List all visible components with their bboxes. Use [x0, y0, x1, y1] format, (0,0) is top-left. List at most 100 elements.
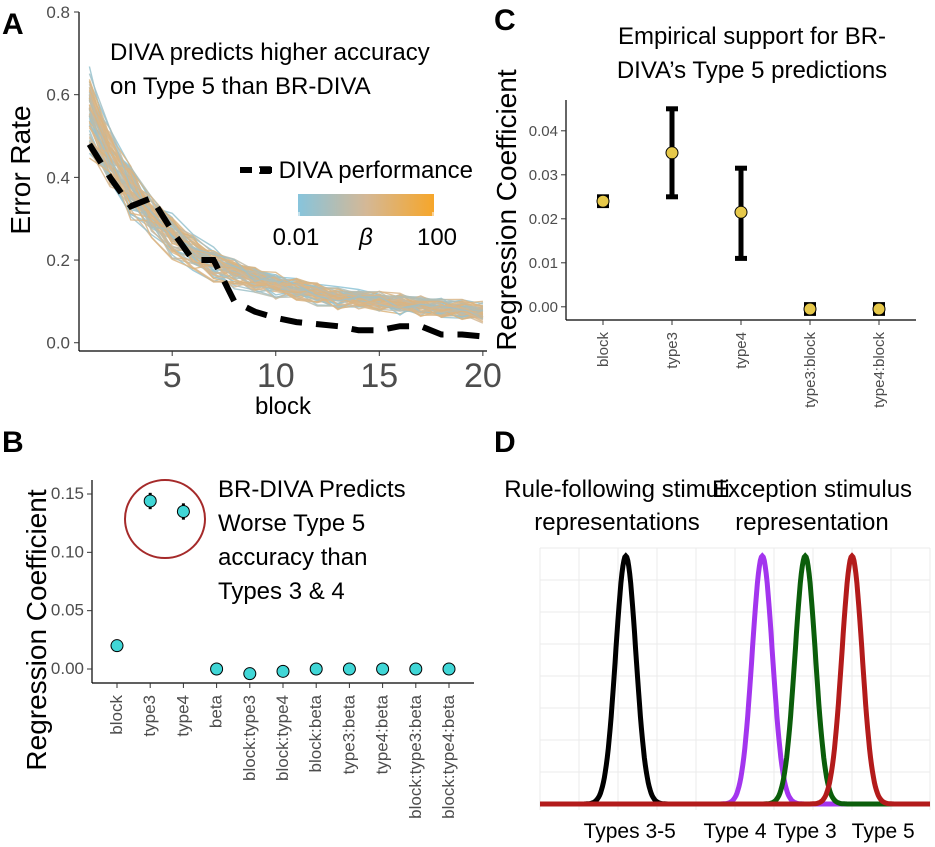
panel-d-right-title-1: Exception stimulus [712, 476, 912, 503]
panel-b-annotation-2: Worse Type 5 [218, 510, 365, 537]
panel-d-curves [540, 552, 930, 807]
y-tick-label: 0.02 [529, 211, 558, 228]
model-line [88, 108, 484, 310]
panel-a: A 0.0 0.2 0.4 0.6 0.8 5 10 15 20 Error Rate blo… [2, 3, 502, 420]
legend-beta-symbol: β [358, 224, 373, 251]
x-tick-label: type3 [140, 695, 159, 737]
panel-a-y-title: Error Rate [5, 105, 36, 234]
x-tick-label: beta [207, 694, 226, 728]
coefficient-point [143, 494, 157, 508]
y-tick-label: 0.4 [46, 168, 70, 187]
panel-b-label: B [2, 426, 24, 459]
panel-d: D Rule-following stimuli representations… [494, 426, 931, 843]
x-tick-label: block:beta [306, 694, 325, 772]
panel-b-x-ticks: block type3 type4 beta block:type3 block:type… [107, 683, 458, 819]
model-line [89, 147, 484, 316]
panel-a-x-ticks: 5 10 15 20 [163, 351, 502, 395]
y-tick-label: 0.0 [46, 334, 70, 353]
legend-beta-low: 0.01 [273, 224, 320, 251]
coefficient-point [596, 194, 610, 208]
density-curve [540, 552, 930, 807]
x-tick-label: type3:block [802, 332, 819, 408]
panel-d-left-title-1: Rule-following stimuli [504, 476, 729, 503]
coefficient-point [409, 662, 423, 676]
panel-a-x-title: block [255, 393, 312, 420]
x-tick-label: 15 [360, 357, 398, 395]
x-tick-label: block:type4 [273, 695, 292, 781]
coefficient-point [734, 205, 748, 219]
legend-dash-label: = DIVA performance [258, 157, 473, 184]
x-tick-label: block [107, 695, 126, 735]
panel-d-left-title-2: representations [534, 509, 699, 536]
x-tick-label: Types 3-5 [584, 820, 676, 843]
panel-b-annotation-4: Types 3 & 4 [218, 578, 345, 605]
beta-colorbar [298, 194, 434, 216]
panel-c-points [596, 106, 886, 316]
panel-b-y-ticks: 0.00 0.05 0.10 0.15 [51, 484, 92, 678]
coefficient-point [442, 662, 456, 676]
coefficient-point [243, 667, 257, 681]
panel-c-title-2: DIVA’s Type 5 predictions [617, 57, 887, 84]
y-tick-label: 0.6 [46, 86, 70, 105]
panel-c-title-1: Empirical support for BR- [618, 23, 886, 50]
x-tick-label: 10 [257, 357, 295, 395]
panel-c-y-ticks: 0.00 0.01 0.02 0.03 0.04 [529, 123, 566, 316]
coefficient-point [309, 662, 323, 676]
x-tick-label: type3 [664, 332, 681, 369]
y-tick-label: 0.03 [529, 167, 558, 184]
diva-performance-line [86, 142, 484, 340]
x-tick-label: 20 [464, 357, 502, 395]
coefficient-point [665, 146, 679, 160]
y-tick-label: 0.10 [51, 542, 84, 561]
y-tick-label: 0.04 [529, 123, 558, 140]
x-tick-label: Type 3 [774, 820, 837, 843]
panel-c: C Empirical support for BR- DIVA’s Type … [491, 4, 916, 408]
panel-c-label: C [494, 4, 516, 37]
x-tick-label: block:type4:beta [439, 694, 458, 818]
y-tick-label: 0.00 [529, 299, 558, 316]
y-tick-label: 0.05 [51, 601, 84, 620]
x-tick-label: Type 5 [852, 820, 915, 843]
coefficient-point [376, 662, 390, 676]
model-line [88, 73, 483, 311]
x-tick-label: type3:beta [339, 694, 358, 774]
coefficient-point [872, 302, 886, 316]
model-line [88, 114, 484, 320]
model-line [88, 66, 484, 314]
x-tick-label: type4:block [871, 332, 888, 408]
coefficient-point [276, 664, 290, 678]
y-tick-label: 0.2 [46, 251, 70, 270]
panel-b-y-title: Regression Coefficient [21, 489, 52, 770]
x-tick-label: Type 4 [703, 820, 766, 843]
y-tick-label: 0.00 [51, 659, 84, 678]
panel-c-x-ticks: block type3 type4 type3:block type4:block [595, 320, 888, 408]
panel-a-label: A [2, 8, 24, 41]
panel-a-model-lines [88, 66, 484, 324]
panel-d-x-ticks: Types 3-5 Type 4 Type 3 Type 5 [584, 820, 915, 843]
coefficient-point [803, 302, 817, 316]
x-tick-label: 5 [163, 357, 182, 395]
highlight-ellipse [124, 479, 206, 559]
y-tick-label: 0.15 [51, 484, 84, 503]
coefficient-point [176, 505, 190, 518]
x-tick-label: block [595, 332, 612, 368]
panel-b: B 0.000.050.100.15 block type3 type4 beta bl… [2, 426, 474, 819]
panel-c-y-title: Regression Coefficient [491, 69, 522, 350]
x-tick-label: type4:beta [373, 694, 392, 774]
y-tick-label: 0.8 [46, 3, 70, 22]
coefficient-point [110, 639, 124, 653]
panel-d-label: D [494, 426, 516, 459]
panel-a-annotation-1: DIVA predicts higher accuracy [110, 39, 430, 66]
panel-b-points [110, 492, 456, 681]
legend-beta-high: 100 [417, 224, 457, 251]
model-line [88, 80, 484, 308]
panel-b-annotation-1: BR-DIVA Predicts [218, 476, 406, 503]
x-tick-label: block:type3:beta [406, 694, 425, 818]
panel-a-y-ticks: 0.0 0.2 0.4 0.6 0.8 [46, 3, 79, 353]
x-tick-label: block:type3 [240, 695, 259, 781]
coefficient-point [210, 662, 224, 676]
panel-d-right-title-2: representation [735, 509, 888, 536]
panel-a-annotation-2: on Type 5 than BR-DIVA [110, 73, 371, 100]
x-tick-label: type4 [733, 332, 750, 369]
